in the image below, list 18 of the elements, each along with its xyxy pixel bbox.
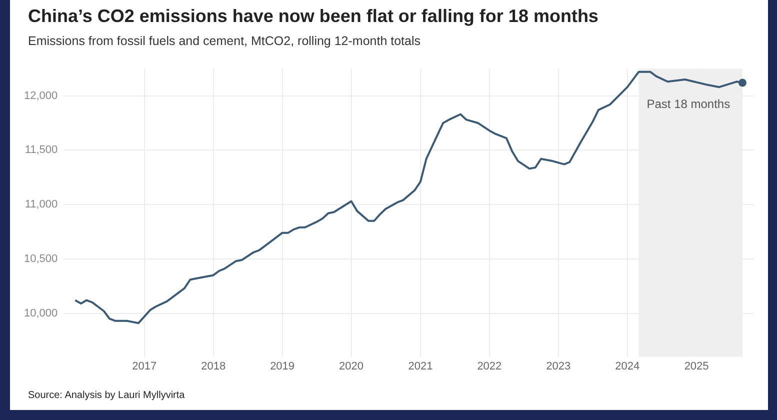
- x-tick-label: 2017: [132, 360, 157, 372]
- x-tick-label: 2018: [201, 360, 226, 372]
- x-tick-label: 2025: [684, 360, 709, 372]
- source-note: Source: Analysis by Lauri Myllyvirta: [28, 390, 185, 401]
- x-tick-label: 2022: [477, 360, 502, 372]
- x-tick-label: 2019: [270, 360, 295, 372]
- x-tick-label: 2021: [408, 360, 433, 372]
- x-tick-label: 2024: [615, 360, 640, 372]
- y-tick-label: 11,000: [24, 198, 58, 211]
- x-tick-label: 2020: [339, 360, 364, 372]
- chart-subtitle: Emissions from fossil fuels and cement, MtCO2, rolling 12-month totals: [28, 34, 421, 48]
- y-tick-label: 10,000: [24, 307, 58, 320]
- chart-title: China’s CO2 emissions have now been flat or falling for 18 months: [28, 6, 598, 27]
- y-tick-label: 11,500: [24, 144, 58, 156]
- y-tick-label: 12,000: [24, 90, 58, 102]
- y-tick-label: 10,500: [24, 252, 58, 265]
- band-label: Past 18 months: [646, 96, 730, 111]
- x-tick-label: 2023: [546, 360, 571, 372]
